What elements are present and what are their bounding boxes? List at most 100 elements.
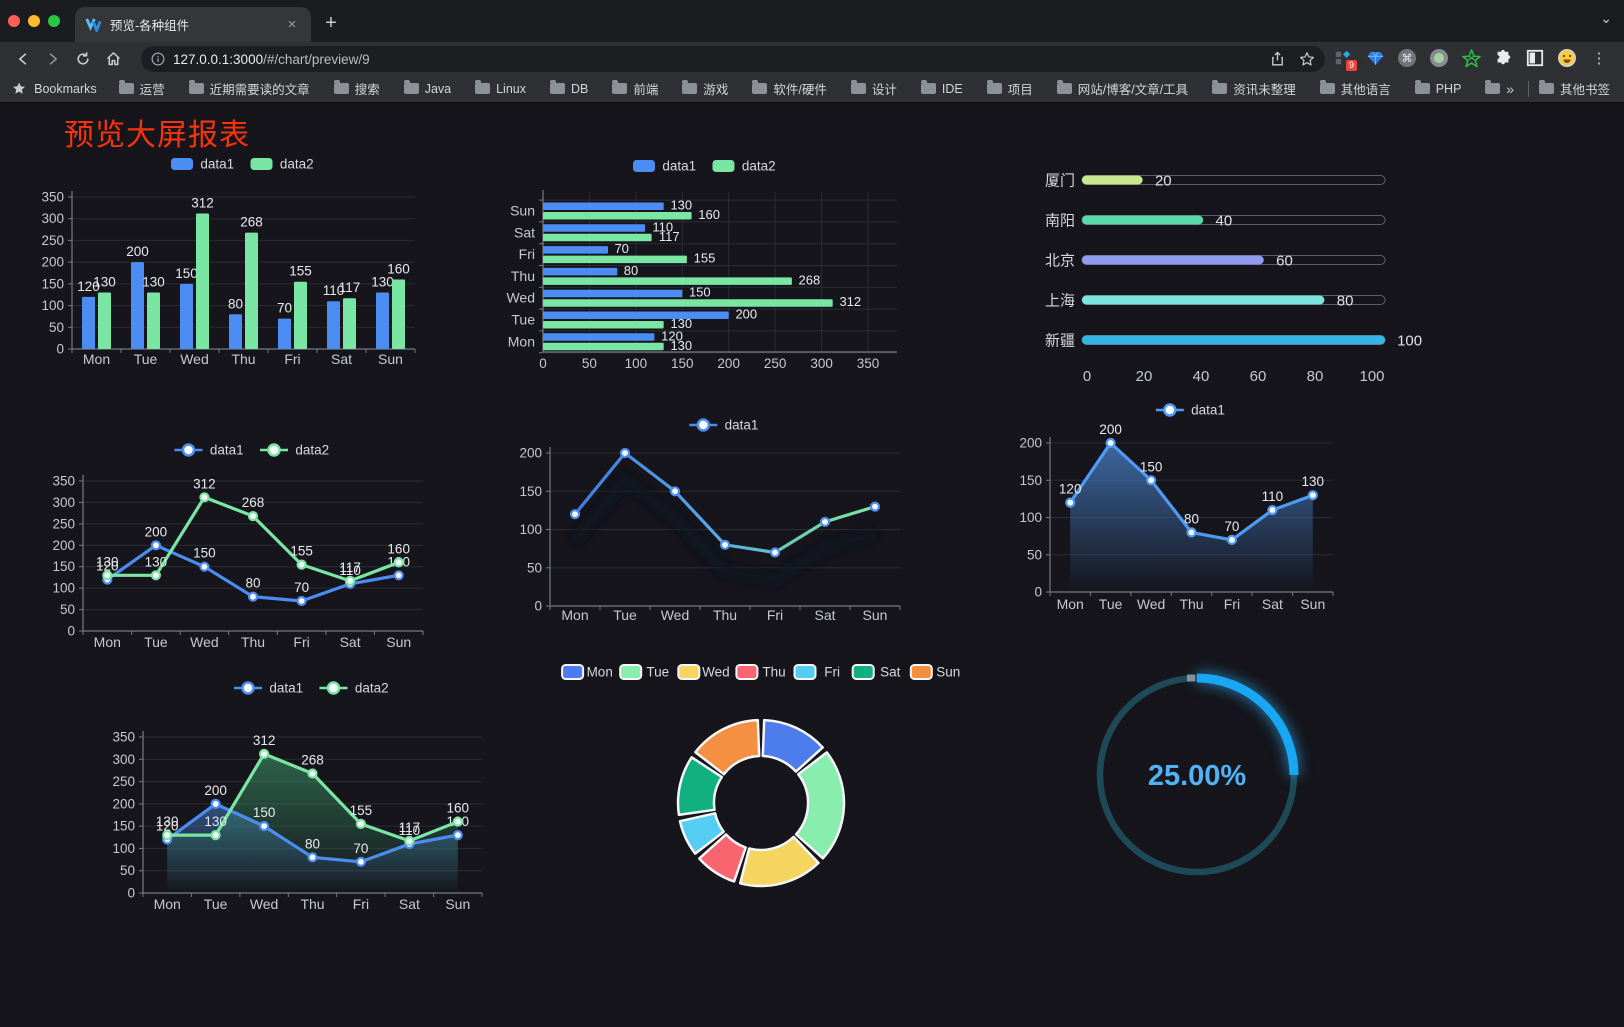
legend-item-Tue[interactable]: Tue xyxy=(619,664,669,680)
legend-item-data2[interactable]: data2 xyxy=(319,681,389,696)
bookmark-star-icon[interactable] xyxy=(1299,51,1315,67)
legend-item-data1[interactable]: data1 xyxy=(633,159,696,174)
svg-text:Sat: Sat xyxy=(514,224,535,240)
bookmark-folder[interactable]: Java xyxy=(403,80,451,96)
window-controls[interactable] xyxy=(8,15,60,27)
bookmark-folder[interactable]: 游戏 xyxy=(682,79,728,98)
extension-star-icon[interactable] xyxy=(1460,45,1482,71)
svg-text:200: 200 xyxy=(1099,422,1122,437)
url-text[interactable]: 127.0.0.1:3000/#/chart/preview/9 xyxy=(173,51,370,67)
bookmark-folder[interactable]: 运营 xyxy=(118,79,165,98)
bookmark-folder[interactable]: 项目 xyxy=(986,79,1033,98)
svg-text:0: 0 xyxy=(67,624,75,639)
gauge-chart: 25.00% xyxy=(1080,652,1320,902)
maximize-window-button[interactable] xyxy=(48,15,60,27)
legend-item-data2[interactable]: data2 xyxy=(260,443,329,458)
legend-item-data1[interactable]: data1 xyxy=(171,157,234,172)
extension-gem-icon[interactable] xyxy=(1364,45,1386,71)
pie-slice-Sat[interactable] xyxy=(676,756,724,817)
address-bar[interactable]: 127.0.0.1:3000/#/chart/preview/9 xyxy=(141,46,1325,72)
svg-text:155: 155 xyxy=(290,544,313,559)
pie-slice-Sun[interactable] xyxy=(694,718,761,776)
legend-item-data1[interactable]: data1 xyxy=(234,681,303,696)
svg-text:⌘: ⌘ xyxy=(1402,53,1413,65)
pie-slice-Thu[interactable] xyxy=(698,833,747,883)
close-window-button[interactable] xyxy=(8,15,20,27)
pie-slice-Tue[interactable] xyxy=(794,751,846,860)
horizontal-bar-chart: 0 50 100 150 200 250 300 350 Sun 130 160 Sat 110 117 F… xyxy=(505,148,907,384)
bookmark-folder[interactable]: 其他语言 xyxy=(1319,79,1391,98)
bookmark-folder[interactable]: IDE xyxy=(920,80,963,96)
svg-text:Wed: Wed xyxy=(506,290,535,306)
svg-text:150: 150 xyxy=(193,546,216,561)
home-button[interactable] xyxy=(98,46,128,72)
legend-item-data1[interactable]: data1 xyxy=(689,418,758,433)
forward-button[interactable] xyxy=(38,46,68,72)
bookmark-folder[interactable]: 近期需要读的文章 xyxy=(188,79,310,98)
svg-text:Sun: Sun xyxy=(445,896,470,912)
legend-item-data2[interactable]: data2 xyxy=(712,159,776,174)
svg-text:200: 200 xyxy=(112,796,135,811)
minimize-window-button[interactable] xyxy=(28,15,40,27)
svg-text:20: 20 xyxy=(1155,173,1172,190)
legend-item-Wed[interactable]: Wed xyxy=(677,664,730,680)
other-bookmarks-folder[interactable]: 其他书签 xyxy=(1538,79,1610,98)
extension-emoji-icon[interactable] xyxy=(1556,45,1578,71)
svg-text:0: 0 xyxy=(127,886,135,901)
svg-text:Sat: Sat xyxy=(814,607,835,623)
extension-grid-icon[interactable]: 9 xyxy=(1332,45,1357,71)
pie-slice-Mon[interactable] xyxy=(761,718,824,773)
svg-text:300: 300 xyxy=(810,356,833,371)
legend-item-Thu[interactable]: Thu xyxy=(735,664,786,680)
bookmark-folder[interactable]: 文件服务器 xyxy=(1485,79,1506,98)
svg-text:312: 312 xyxy=(191,196,214,211)
grouped-bar-chart: 0 50 100 150 200 250 300 350 Mon 120 130 Tue 200 130 W… xyxy=(30,148,442,384)
bookmark-folder[interactable]: DB xyxy=(550,80,588,96)
svg-text:data1: data1 xyxy=(269,681,303,696)
svg-text:160: 160 xyxy=(447,801,470,816)
site-info-icon[interactable] xyxy=(151,52,165,66)
bookmarks-overflow-chevron[interactable]: » xyxy=(1506,80,1515,97)
bookmark-folder[interactable]: 搜索 xyxy=(333,79,380,98)
extension-cmd-icon[interactable]: ⌘ xyxy=(1396,45,1418,71)
tab-search-chevron-icon[interactable]: ⌄ xyxy=(1600,10,1612,26)
share-icon[interactable] xyxy=(1270,51,1285,67)
svg-text:80: 80 xyxy=(1184,511,1199,526)
legend-item-data1[interactable]: data1 xyxy=(174,443,244,458)
svg-text:100: 100 xyxy=(1019,510,1042,525)
pie-slice-Wed[interactable] xyxy=(738,835,820,888)
extension-dot-icon[interactable] xyxy=(1428,45,1450,71)
svg-text:Tue: Tue xyxy=(1099,596,1123,612)
pie-slice-Fri[interactable] xyxy=(678,812,725,855)
legend-item-Fri[interactable]: Fri xyxy=(793,664,840,680)
menu-dots-icon[interactable]: ⋮ xyxy=(1591,50,1607,67)
browser-tab[interactable]: 预览-各种组件 × xyxy=(75,7,311,42)
bookmark-folder[interactable]: Linux xyxy=(475,80,526,96)
svg-text:200: 200 xyxy=(41,255,64,270)
reload-button[interactable] xyxy=(68,46,98,72)
bookmarks-bar: Bookmarks 运营 近期需要读的文章 搜索 Java Linux DB 前端 游戏 软件/… xyxy=(0,75,1624,103)
svg-text:Thu: Thu xyxy=(231,351,255,367)
bookmark-folder[interactable]: 设计 xyxy=(850,79,897,98)
legend-item-Sun[interactable]: Sun xyxy=(909,664,961,680)
bookmark-folder[interactable]: 软件/硬件 xyxy=(752,79,827,98)
svg-text:110: 110 xyxy=(323,283,345,298)
bookmark-folder[interactable]: 网站/博客/文章/工具 xyxy=(1056,79,1188,98)
extension-puzzle-icon[interactable] xyxy=(1492,45,1514,71)
svg-text:Thu: Thu xyxy=(300,896,324,912)
folder-icon xyxy=(1538,80,1554,94)
back-button[interactable] xyxy=(8,46,38,72)
legend-item-data1[interactable]: data1 xyxy=(1155,403,1225,418)
bookmarks-star-icon[interactable] xyxy=(12,81,26,96)
bookmark-folder[interactable]: 资讯未整理 xyxy=(1212,79,1296,98)
bookmarks-label[interactable]: Bookmarks xyxy=(34,81,97,96)
folder-icon xyxy=(850,80,866,94)
bookmark-folder[interactable]: 前端 xyxy=(612,79,658,98)
bookmark-folder[interactable]: PHP xyxy=(1414,80,1461,96)
legend-item-Mon[interactable]: Mon xyxy=(561,664,613,680)
legend-item-data2[interactable]: data2 xyxy=(250,157,314,172)
extension-contrast-icon[interactable] xyxy=(1524,45,1546,71)
legend-item-Sat[interactable]: Sat xyxy=(851,664,901,680)
new-tab-button[interactable]: + xyxy=(325,12,337,34)
tab-close-icon[interactable]: × xyxy=(287,16,297,33)
